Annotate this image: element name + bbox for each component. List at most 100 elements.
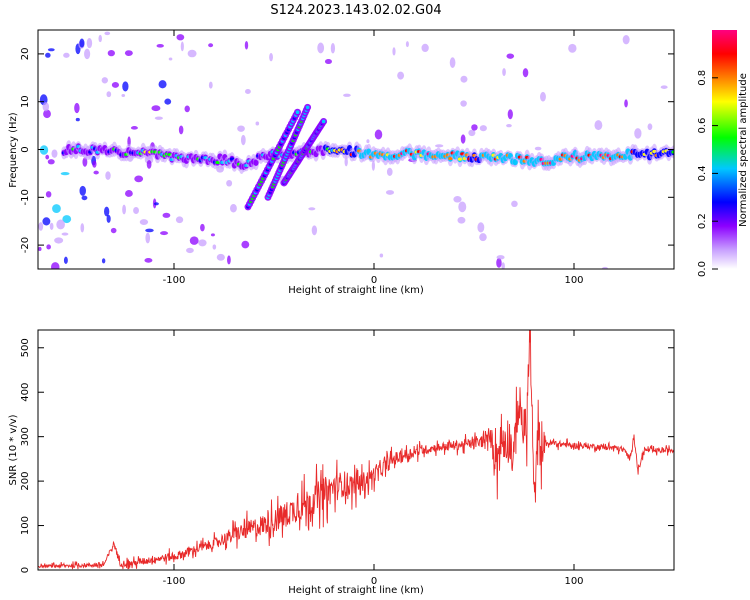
- spectrogram-x-tick-label: -100: [163, 275, 186, 286]
- spectrogram-speckle: [168, 57, 173, 61]
- spectrogram-speckle: [38, 222, 44, 231]
- colorbar-tick-label: 0.8: [697, 70, 708, 86]
- spectrogram-speckle: [124, 190, 133, 197]
- spectrogram-speckle: [52, 204, 61, 214]
- spectrogram-speckle: [63, 256, 68, 265]
- spectrogram-speckle: [311, 225, 318, 236]
- spectrogram-speckle: [371, 160, 375, 171]
- colorbar-tick-label: 0.4: [697, 165, 708, 181]
- spectrogram-speckle: [308, 207, 316, 211]
- spectrogram-speckle: [540, 91, 546, 102]
- spectrogram-x-ticks: -100 0 100: [163, 30, 584, 286]
- snr-y-tick-label: 500: [20, 338, 31, 357]
- spectrogram-speckle: [54, 237, 64, 244]
- spectrogram-y-tick-label: -20: [20, 237, 31, 253]
- spectrogram-speckle: [255, 121, 260, 126]
- spectrogram-speckle: [122, 204, 127, 215]
- spectrogram-speckle: [45, 154, 50, 160]
- spectrogram-speckle: [227, 255, 231, 265]
- spectrogram-speckle: [178, 125, 184, 135]
- spectrogram-speckle: [208, 43, 214, 48]
- snr-y-ticks: 0 100 200 300 400 500: [20, 338, 674, 573]
- spectrogram-speckle: [79, 38, 85, 48]
- spectrogram-speckle: [468, 129, 476, 137]
- spectrogram-speckle: [507, 109, 513, 120]
- spectrogram-speckle: [534, 146, 542, 151]
- colorbar-tick-label: 0.0: [697, 261, 708, 277]
- spectrogram-speckle: [184, 105, 190, 113]
- colorbar: 0.0 0.2 0.4 0.6 0.8 Normalized spectral ampl…: [697, 30, 749, 277]
- spectrogram-speckle: [133, 207, 139, 214]
- spectrogram-speckle: [105, 171, 111, 180]
- spectrogram-speckle: [594, 120, 603, 131]
- spectrogram-speckle: [42, 217, 51, 226]
- spectrogram-speckle: [330, 42, 336, 54]
- spectrogram-speckle: [460, 75, 468, 83]
- snr-x-tick-label: 0: [371, 576, 377, 587]
- spectrogram-speckle: [317, 42, 325, 54]
- spectrogram-speckle: [479, 125, 487, 132]
- spectrogram-speckle: [471, 124, 478, 131]
- spectrogram-speckle: [122, 81, 129, 92]
- spectrogram-speckle: [56, 219, 65, 230]
- spectrogram-speckle: [121, 93, 126, 97]
- spectrogram-speckle: [80, 223, 85, 233]
- colorbar-tick-label: 0.6: [697, 118, 708, 134]
- spectrogram-speckle: [145, 228, 154, 233]
- snr-series-line: [37, 329, 675, 570]
- spectrogram-speckle: [392, 47, 396, 56]
- spectrogram-speckle: [405, 41, 409, 48]
- spectrogram-speckle: [92, 160, 97, 168]
- snr-y-tick-label: 200: [20, 472, 31, 491]
- spectrogram-speckle: [624, 99, 628, 108]
- spectrogram-speckle: [660, 85, 668, 89]
- spectrogram-speckle: [106, 214, 111, 223]
- spectrogram-speckle: [151, 105, 161, 112]
- colorbar-ticks: 0.0 0.2 0.4 0.6 0.8: [697, 70, 718, 277]
- spectrogram-speckle: [189, 236, 199, 245]
- snr-y-tick-label: 100: [20, 516, 31, 535]
- spectrogram-streak-core: [295, 110, 300, 115]
- spectrogram-speckle: [162, 212, 171, 218]
- snr-y-tick-label: 400: [20, 383, 31, 402]
- spectrogram-speckle: [269, 52, 273, 62]
- spectrogram-speckle: [75, 117, 80, 122]
- spectrogram-speckle: [511, 200, 518, 208]
- spectrogram-x-tick-label: 0: [371, 275, 377, 286]
- snr-y-axis-label: SNR (10 * v/v): [8, 414, 19, 485]
- spectrogram-speckle: [634, 128, 642, 139]
- spectrogram-speckle: [241, 240, 250, 249]
- spectrogram-speckle: [156, 44, 164, 48]
- spectrogram-speckle: [601, 266, 608, 269]
- spectrogram-speckle: [145, 232, 151, 244]
- spectrogram-y-tick-label: 20: [20, 48, 31, 61]
- snr-panel: -100 0 100 0 100 200 300 400 500 Height of stra…: [8, 329, 675, 596]
- spectrogram-speckle: [502, 68, 506, 77]
- spectrogram-speckle: [460, 134, 466, 144]
- spectrogram-track-body: [512, 158, 518, 166]
- spectrogram-speckle: [226, 179, 233, 187]
- spectrogram-speckle: [244, 40, 249, 50]
- spectrogram-speckle: [374, 66, 381, 70]
- spectrogram-speckle: [647, 123, 653, 131]
- spectrogram-speckle: [453, 195, 462, 203]
- spectrogram-speckle: [501, 262, 505, 269]
- spectrogram-speckle: [46, 244, 51, 250]
- spectrogram-streak-core: [305, 105, 310, 110]
- spectrogram-speckle: [110, 227, 117, 234]
- spectrogram-speckle: [45, 191, 52, 198]
- spectrogram-speckle: [107, 49, 115, 57]
- spectrogram-speckle: [101, 77, 109, 84]
- spectrogram-speckle: [366, 139, 370, 144]
- spectrogram-speckle: [47, 159, 55, 165]
- spectrogram-speckle: [139, 219, 149, 225]
- spectrogram-speckle: [186, 247, 194, 254]
- spectrogram-speckle: [506, 124, 512, 128]
- spectrogram-speckle: [82, 157, 88, 167]
- spectrogram-speckle: [38, 246, 42, 252]
- spectrogram-speckle: [86, 38, 93, 49]
- spectrogram-y-axis-label: Frequency (Hz): [8, 112, 19, 188]
- spectrogram-speckle: [51, 149, 58, 158]
